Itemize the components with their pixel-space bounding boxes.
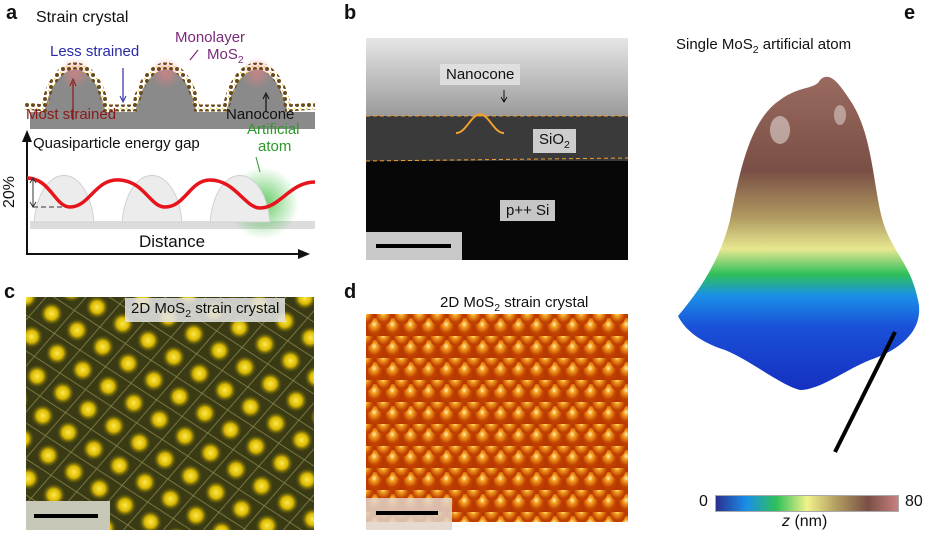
x-axis-label: Distance xyxy=(139,232,206,251)
monolayer-label: Monolayer xyxy=(175,29,246,46)
afm-3d-artificial-atom xyxy=(678,76,920,453)
scale-bar xyxy=(833,331,897,453)
artificial-atom-title: Single MoS2 artificial atom xyxy=(676,36,852,56)
substrate xyxy=(30,112,315,129)
panel-label-a: a xyxy=(6,2,18,24)
scale-bar xyxy=(376,244,451,248)
strain-crystal-schematic xyxy=(22,49,316,259)
most-strained-label: Most strained xyxy=(26,106,117,123)
y-axis-label: 20% xyxy=(1,175,19,209)
afm-strain-crystal xyxy=(366,314,628,530)
artificial-label: Artificial xyxy=(247,121,300,138)
colorbar-min: 0 xyxy=(699,493,708,510)
less-strained-label: Less strained xyxy=(50,43,140,60)
nanocone-label: Nanocone xyxy=(226,106,295,123)
energy-gap-label: Quasiparticle energy gap xyxy=(33,135,200,152)
sem-cross-section xyxy=(366,38,628,260)
sio2-tag: SiO2 xyxy=(533,129,576,153)
colorbar xyxy=(715,495,899,512)
mos2-monolayer xyxy=(24,62,316,112)
panel-label-e: e xyxy=(904,2,916,24)
panel-label-b: b xyxy=(344,2,357,24)
mos2-label: MoS2 xyxy=(207,46,244,66)
nanocones xyxy=(44,69,288,114)
panel-label-c: c xyxy=(4,281,16,303)
surface xyxy=(678,76,920,391)
panel-label-d: d xyxy=(344,281,357,303)
sem-strain-crystal xyxy=(26,297,314,530)
colorbar-max: 80 xyxy=(905,493,923,510)
energy-gap-curve xyxy=(26,176,316,210)
scale-bar xyxy=(376,511,438,515)
strain-crystal-caption-d: 2D MoS2 strain crystal xyxy=(440,294,589,314)
atom-label: atom xyxy=(258,138,292,155)
nanocone-tag: Nanocone xyxy=(440,64,521,85)
strain-crystal-title: Strain crystal xyxy=(36,9,129,26)
colorbar-label: z (nm) xyxy=(782,513,828,530)
scale-bar xyxy=(34,514,98,518)
strain-crystal-caption-c: 2D MoS2 strain crystal xyxy=(125,298,286,322)
si-tag: p++ Si xyxy=(500,200,556,221)
